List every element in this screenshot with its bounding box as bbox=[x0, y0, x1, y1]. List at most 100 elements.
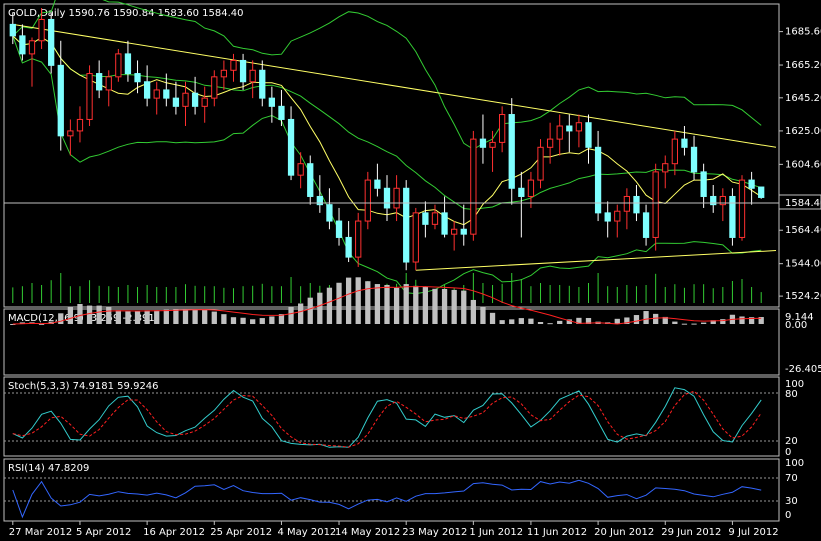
stoch-lines bbox=[12, 387, 762, 448]
candle-body bbox=[182, 92, 189, 107]
resistance-trendline bbox=[12, 23, 777, 148]
time-tick-label: 27 Mar 2012 bbox=[9, 527, 72, 538]
candle-body bbox=[575, 122, 583, 132]
macd-bar bbox=[393, 287, 400, 324]
current-price-label: 1584.40 bbox=[785, 198, 821, 209]
candle-body bbox=[403, 187, 410, 263]
candle-body bbox=[278, 105, 285, 120]
macd-bar bbox=[173, 308, 179, 324]
candle-body bbox=[143, 81, 151, 99]
macd-bar bbox=[240, 317, 246, 324]
macd-bar bbox=[384, 284, 390, 324]
candle-body bbox=[518, 187, 525, 197]
time-tick-label: 5 Apr 2012 bbox=[76, 527, 131, 538]
candle-body bbox=[604, 212, 611, 222]
macd-bar bbox=[250, 319, 256, 324]
candle-body bbox=[355, 220, 362, 258]
rsi-panel[interactable]: RSI(14) 47.8209 100 70 30 0 bbox=[3, 458, 804, 522]
candle-body bbox=[239, 59, 247, 83]
macd-bar bbox=[106, 306, 112, 324]
stoch-axis-20: 20 bbox=[785, 436, 798, 447]
rsi-header: RSI(14) 47.8209 bbox=[8, 463, 89, 474]
macd-bar bbox=[422, 286, 429, 324]
macd-bar bbox=[307, 297, 313, 324]
macd-bar bbox=[432, 288, 438, 324]
macd-bar bbox=[509, 319, 515, 324]
candle-body bbox=[719, 195, 726, 206]
candle-body bbox=[134, 73, 141, 83]
macd-bar bbox=[624, 317, 630, 324]
candle-body bbox=[96, 73, 103, 91]
candle-body bbox=[124, 53, 132, 75]
time-axis: 27 Mar 2012 5 Apr 2012 16 Apr 2012 25 Apr 2… bbox=[9, 521, 779, 538]
candle-body bbox=[383, 187, 391, 209]
candle-body bbox=[633, 195, 640, 214]
candle-body bbox=[662, 163, 669, 173]
candle-body bbox=[451, 228, 458, 235]
candle-body bbox=[623, 195, 631, 212]
candle-body bbox=[594, 146, 602, 214]
candle-body bbox=[67, 130, 74, 137]
candle-body bbox=[642, 212, 650, 238]
candle-body bbox=[422, 212, 429, 225]
candle-body bbox=[729, 195, 736, 238]
macd-panel[interactable]: MACD(12,26,9) -3.259 -2.391 9.144 0.00 -… bbox=[3, 277, 821, 376]
macd-bar bbox=[470, 299, 476, 324]
macd-bar bbox=[154, 310, 160, 324]
macd-bar bbox=[38, 323, 45, 325]
macd-bar bbox=[614, 318, 620, 324]
candle-body bbox=[431, 212, 439, 225]
price-tick-label: 1625.00 bbox=[785, 126, 821, 137]
candle-body bbox=[412, 212, 419, 263]
macd-bar bbox=[115, 310, 121, 324]
macd-bar bbox=[182, 309, 189, 324]
candle-body bbox=[671, 138, 678, 165]
macd-bar bbox=[10, 324, 16, 325]
rsi-polyline bbox=[12, 479, 762, 519]
candle-body bbox=[566, 125, 573, 132]
bollinger-upper bbox=[12, 0, 762, 150]
candle-body bbox=[201, 97, 208, 107]
macd-bar bbox=[192, 308, 198, 324]
candle-body bbox=[470, 138, 477, 235]
candle-body bbox=[460, 228, 467, 235]
main-header: GOLD,Daily 1590.76 1590.84 1583.60 1584.… bbox=[8, 8, 244, 19]
macd-bar bbox=[67, 307, 74, 324]
price-tick-label: 1564.40 bbox=[785, 225, 821, 236]
candle-body bbox=[48, 18, 55, 66]
macd-bar bbox=[317, 292, 323, 324]
time-tick-label: 1 Jun 2012 bbox=[469, 527, 523, 538]
macd-bar bbox=[739, 316, 745, 324]
stoch-panel[interactable]: Stoch(5,3,3) 74.9181 59.9246 100 80 20 0 bbox=[3, 376, 804, 458]
candle-body bbox=[76, 118, 84, 132]
macd-bar bbox=[547, 323, 553, 325]
candle-body bbox=[268, 97, 275, 107]
macd-bar bbox=[566, 319, 572, 324]
stoch-axis-0: 0 bbox=[785, 447, 791, 458]
trendlines bbox=[12, 23, 777, 271]
macd-bar bbox=[230, 317, 237, 324]
rsi-axis-70: 70 bbox=[785, 473, 798, 484]
candle-body bbox=[364, 179, 371, 222]
macd-bar bbox=[269, 316, 275, 324]
price-tick-label: 1544.00 bbox=[785, 259, 821, 270]
macd-bar bbox=[461, 290, 467, 324]
candle-body bbox=[441, 212, 448, 235]
macd-axis-bottom: -26.405 bbox=[785, 364, 821, 375]
candle-body bbox=[316, 195, 323, 206]
macd-bar bbox=[58, 313, 64, 324]
macd-bar bbox=[278, 314, 285, 324]
candle-body bbox=[758, 186, 765, 198]
macd-bar bbox=[585, 317, 592, 324]
rsi-line bbox=[12, 479, 762, 519]
time-tick-label: 20 Jun 2012 bbox=[594, 527, 654, 538]
candle-body bbox=[307, 163, 314, 197]
macd-bar bbox=[326, 287, 333, 324]
macd-bar bbox=[202, 309, 208, 324]
macd-axis-top: 9.144 bbox=[785, 312, 814, 323]
price-tick-label: 1685.60 bbox=[785, 27, 821, 38]
time-tick-label: 4 May 2012 bbox=[277, 527, 336, 538]
macd-bar bbox=[374, 284, 381, 324]
candle-body bbox=[738, 179, 746, 238]
main-panel[interactable]: GOLD,Daily 1590.76 1590.84 1583.60 1584.… bbox=[3, 0, 821, 308]
